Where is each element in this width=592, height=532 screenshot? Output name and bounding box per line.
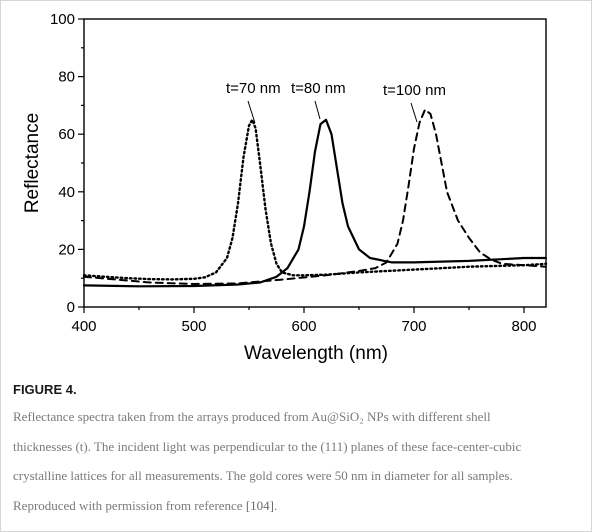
series-line-1 xyxy=(82,118,548,281)
y-tick-label: 60 xyxy=(58,126,75,143)
plot-area-frame xyxy=(83,18,547,308)
chart-ticks: 400 500 600 700 800 0 20 40 60 80 100 xyxy=(50,11,537,335)
y-axis-title: Reflectance xyxy=(22,113,43,213)
chart-series xyxy=(82,108,548,288)
x-tick-label: 500 xyxy=(181,318,206,335)
y-tick-label: 80 xyxy=(58,69,75,86)
series-line-3 xyxy=(83,108,547,285)
y-tick-label: 40 xyxy=(58,184,75,201)
x-tick-label: 800 xyxy=(511,318,536,335)
chart-axes xyxy=(83,18,547,308)
x-tick-label: 400 xyxy=(71,318,96,335)
caption-line-4: Reproduced with permission from referenc… xyxy=(13,497,246,513)
caption-line-1: Reflectance spectra taken from the array… xyxy=(13,409,491,424)
y-tick-label: 20 xyxy=(58,241,75,258)
annotation-leader-3 xyxy=(410,102,418,123)
series-annotation-3: t=100 nm xyxy=(383,82,446,99)
citation-link[interactable]: [104] xyxy=(245,497,275,513)
reflectance-chart: 400 500 600 700 800 0 20 40 60 80 100 t=70 nm t=80 … xyxy=(22,11,548,364)
annotation-leader-1 xyxy=(247,100,256,124)
x-axis-title: Wavelength (nm) xyxy=(244,343,388,364)
y-tick-label: 100 xyxy=(50,11,75,28)
y-tick-label: 0 xyxy=(67,299,75,316)
series-annotation-2: t=80 nm xyxy=(291,80,346,97)
caption-line-3: crystalline lattices for all measurement… xyxy=(13,468,513,483)
chart-annotations: t=70 nm t=80 nm t=100 nm xyxy=(226,80,446,124)
x-tick-label: 600 xyxy=(291,318,316,335)
series-line-2 xyxy=(82,118,548,288)
series-annotation-1: t=70 nm xyxy=(226,80,281,97)
x-tick-label: 700 xyxy=(401,318,426,335)
figure-label: FIGURE 4. xyxy=(13,382,77,397)
caption-line-2: thicknesses (t). The incident light was … xyxy=(13,438,522,454)
annotation-leader-2 xyxy=(314,100,321,120)
figure-caption: Reflectance spectra taken from the array… xyxy=(13,402,583,520)
caption-end: . xyxy=(274,497,278,513)
